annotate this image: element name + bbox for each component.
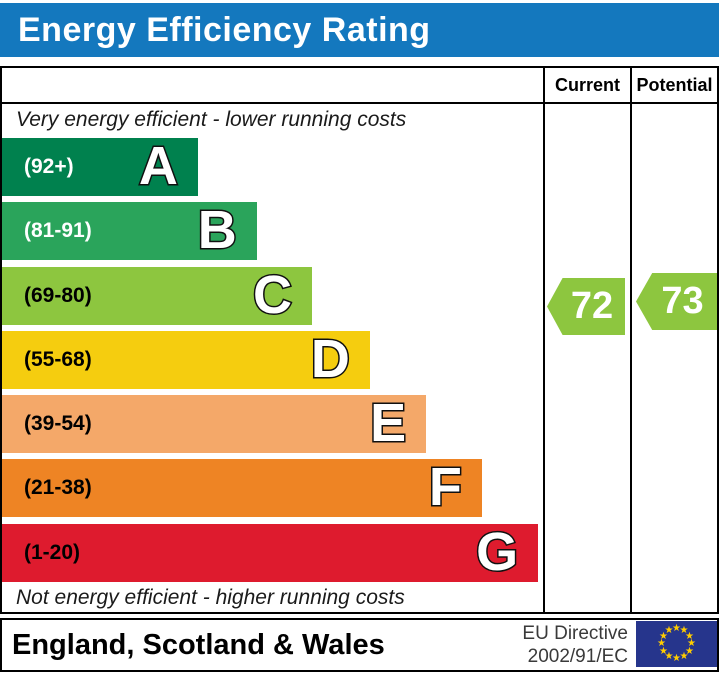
eu-star-icon: ★: [685, 645, 694, 657]
band-bar: (69-80) C: [2, 264, 312, 325]
eu-star-icon: ★: [664, 625, 674, 636]
band-letter: E: [369, 393, 408, 454]
band-range-label: (92+): [24, 155, 74, 178]
eu-star-icon: ★: [657, 638, 666, 649]
band-row: (39-54) E: [2, 393, 543, 454]
title-bar: Energy Efficiency Rating: [0, 3, 719, 57]
potential-column-divider: [630, 68, 632, 612]
band-row: (55-68) D: [2, 328, 543, 389]
potential-rating-value: 73: [661, 280, 704, 322]
eu-flag-icon: ★ ★ ★ ★ ★ ★ ★ ★ ★ ★ ★ ★: [636, 621, 717, 667]
band-bar: (55-68) D: [2, 328, 370, 389]
band-range-label: (39-54): [24, 412, 92, 436]
eu-star-icon: ★: [679, 625, 689, 636]
band-letter: B: [196, 200, 238, 261]
band-row: (81-91) B: [2, 200, 543, 261]
band-row: (92+) A: [2, 136, 543, 196]
eu-star-icon: ★: [672, 623, 681, 634]
current-rating-value: 72: [570, 285, 614, 327]
bands: (92+) A (81-91) B (69-80) C (55-68) D (3…: [2, 136, 543, 588]
header-divider-line: [2, 102, 717, 104]
band-range-label: (21-38): [24, 476, 92, 500]
rating-table: Current Potential Very energy efficient …: [0, 66, 719, 614]
eu-star-icon: ★: [685, 630, 694, 642]
band-range-label: (69-80): [24, 283, 92, 307]
band-letter: G: [475, 521, 520, 582]
band-bar: (39-54) E: [2, 393, 427, 454]
footer: England, Scotland & Wales EU Directive 2…: [0, 618, 719, 672]
eu-star-icon: ★: [687, 638, 696, 649]
eu-directive-line2: 2002/91/EC: [527, 646, 628, 667]
band-row: (21-38) F: [2, 457, 543, 518]
band-letter: C: [251, 264, 293, 325]
band-bar: (21-38) F: [2, 457, 482, 518]
eu-star-icon: ★: [679, 650, 689, 662]
eu-star-icon: ★: [672, 653, 681, 664]
band-letter: F: [427, 457, 463, 518]
potential-rating-arrow: 73: [636, 273, 717, 330]
eu-star-icon: ★: [659, 630, 668, 642]
band-range-label: (1-20): [24, 540, 81, 564]
current-column-divider: [543, 68, 545, 612]
eu-directive-line1: EU Directive: [522, 623, 628, 644]
band-bar: (1-20) G: [2, 521, 539, 582]
current-column-header: Current: [554, 75, 620, 95]
band-bar: (92+) A: [2, 136, 198, 196]
potential-column-header: Potential: [636, 75, 713, 95]
bottom-note: Not energy efficient - higher running co…: [16, 586, 405, 609]
region-label: England, Scotland & Wales: [12, 629, 385, 661]
top-note: Very energy efficient - lower running co…: [16, 108, 407, 131]
page-title: Energy Efficiency Rating: [18, 11, 431, 49]
band-letter: A: [137, 136, 179, 196]
eu-star-icon: ★: [659, 645, 668, 657]
band-letter: D: [309, 328, 351, 389]
band-row: (69-80) C: [2, 264, 543, 325]
current-rating-arrow: 72: [547, 278, 625, 335]
band-range-label: (55-68): [24, 347, 92, 371]
band-row: (1-20) G: [2, 521, 543, 582]
band-range-label: (81-91): [24, 219, 92, 243]
band-bar: (81-91) B: [2, 200, 257, 261]
eu-directive-label: EU Directive 2002/91/EC: [522, 622, 628, 668]
eu-star-icon: ★: [664, 650, 674, 662]
